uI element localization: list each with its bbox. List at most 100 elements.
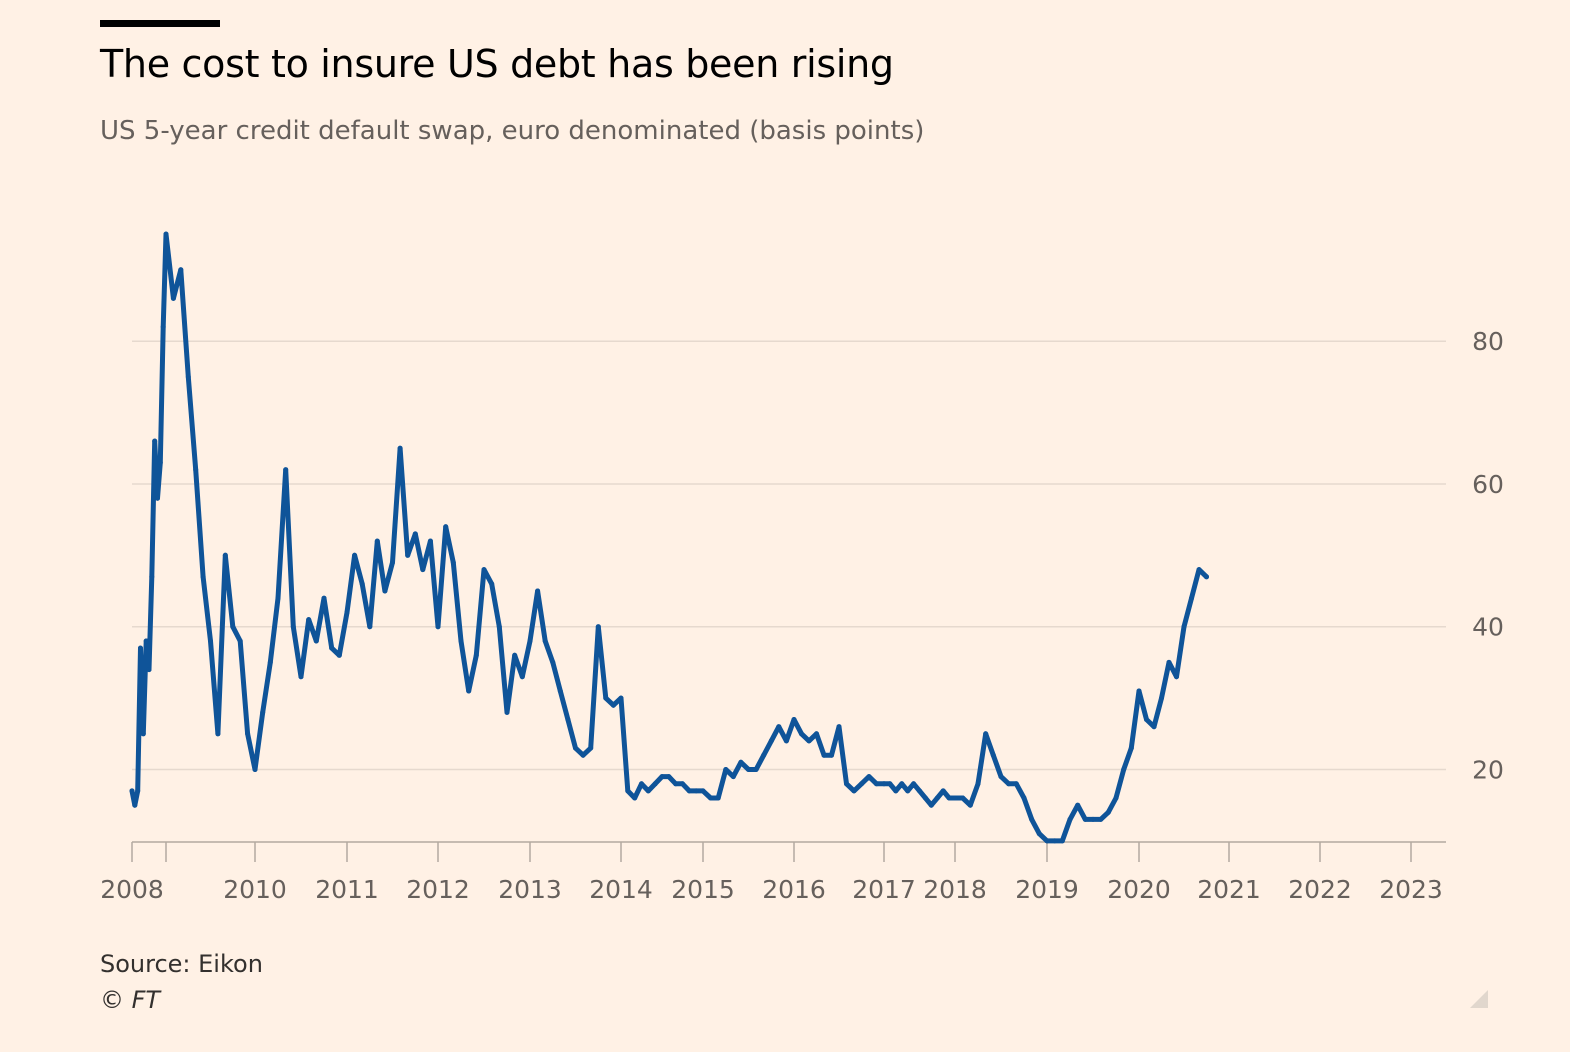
source-note: Source: Eikon xyxy=(100,950,263,978)
data-point xyxy=(260,709,266,715)
data-point xyxy=(481,567,487,573)
data-point xyxy=(851,788,857,794)
data-point xyxy=(768,738,774,744)
data-point xyxy=(922,795,928,801)
data-point xyxy=(738,759,744,765)
data-point xyxy=(806,738,812,744)
data-point xyxy=(967,802,973,808)
x-tick-label: 2013 xyxy=(498,875,562,904)
data-point xyxy=(230,624,236,630)
data-point xyxy=(700,788,706,794)
data-point xyxy=(686,788,692,794)
data-point xyxy=(1159,695,1164,701)
chart-subtitle: US 5-year credit default swap, euro deno… xyxy=(100,116,925,146)
data-point xyxy=(1166,659,1172,665)
data-point xyxy=(450,560,456,565)
data-point xyxy=(799,731,804,737)
data-point xyxy=(588,745,594,751)
data-point xyxy=(160,324,166,330)
data-point xyxy=(298,674,304,680)
data-point xyxy=(746,767,751,772)
y-tick-label: 60 xyxy=(1472,470,1504,499)
data-point xyxy=(132,802,138,808)
data-point xyxy=(443,524,449,530)
data-point xyxy=(829,752,834,758)
x-tick-label: 2022 xyxy=(1288,875,1352,904)
data-point xyxy=(618,695,624,701)
data-point xyxy=(836,724,842,730)
data-point xyxy=(680,781,685,787)
data-point xyxy=(928,802,934,808)
data-point xyxy=(336,652,342,658)
data-point xyxy=(761,752,767,758)
data-point xyxy=(427,538,433,544)
data-point xyxy=(1121,767,1127,772)
data-point xyxy=(435,624,441,630)
data-point xyxy=(193,467,199,473)
data-point xyxy=(673,781,679,787)
data-point xyxy=(344,609,350,615)
data-point xyxy=(990,752,996,758)
data-point xyxy=(557,688,563,694)
data-point xyxy=(143,638,149,644)
data-point xyxy=(1075,802,1081,808)
data-point xyxy=(185,374,191,380)
data-point xyxy=(645,788,651,794)
data-point xyxy=(874,781,879,787)
data-point xyxy=(1067,816,1073,822)
data-point xyxy=(911,781,917,787)
data-point xyxy=(881,781,887,787)
data-point xyxy=(1174,674,1179,680)
data-point xyxy=(693,788,699,794)
data-point xyxy=(715,795,721,801)
data-point xyxy=(1013,781,1019,787)
data-point xyxy=(1204,574,1209,580)
data-point xyxy=(603,695,609,701)
data-point xyxy=(420,567,426,573)
data-point xyxy=(321,595,327,601)
data-point xyxy=(666,774,672,780)
x-tick-label: 2020 xyxy=(1107,875,1171,904)
data-point xyxy=(573,745,578,751)
data-point xyxy=(390,560,395,565)
x-tick-label: 2014 xyxy=(589,875,653,904)
data-point xyxy=(1196,567,1202,573)
data-point xyxy=(149,574,155,580)
data-point xyxy=(1090,816,1096,822)
data-point xyxy=(595,624,601,630)
data-point xyxy=(208,638,213,644)
data-point xyxy=(1021,795,1027,801)
data-point xyxy=(352,552,358,558)
data-point xyxy=(1189,595,1194,601)
data-point xyxy=(535,588,541,594)
x-tick-label: 2021 xyxy=(1197,875,1261,904)
data-point xyxy=(163,231,169,237)
data-point xyxy=(200,574,206,580)
data-point xyxy=(791,717,797,722)
data-point xyxy=(1151,724,1157,730)
data-point xyxy=(313,638,319,644)
data-point xyxy=(659,774,665,780)
data-point xyxy=(152,438,158,444)
data-point xyxy=(1052,838,1058,844)
data-point xyxy=(146,667,152,673)
x-tick-label: 2019 xyxy=(1015,875,1079,904)
data-point xyxy=(512,652,518,658)
data-point xyxy=(397,445,403,451)
data-point xyxy=(237,638,243,644)
data-point xyxy=(652,781,658,787)
data-point xyxy=(1144,717,1149,722)
data-point xyxy=(1082,816,1088,822)
data-point xyxy=(946,795,952,801)
data-point xyxy=(983,731,989,737)
data-point xyxy=(466,688,472,694)
data-point xyxy=(1181,624,1187,630)
data-point xyxy=(290,624,296,630)
data-point xyxy=(632,795,638,801)
data-point xyxy=(252,767,258,772)
data-point xyxy=(473,652,479,658)
x-tick-label: 2023 xyxy=(1379,875,1443,904)
data-point xyxy=(1059,838,1065,844)
data-point xyxy=(814,731,819,737)
data-point xyxy=(405,552,411,558)
